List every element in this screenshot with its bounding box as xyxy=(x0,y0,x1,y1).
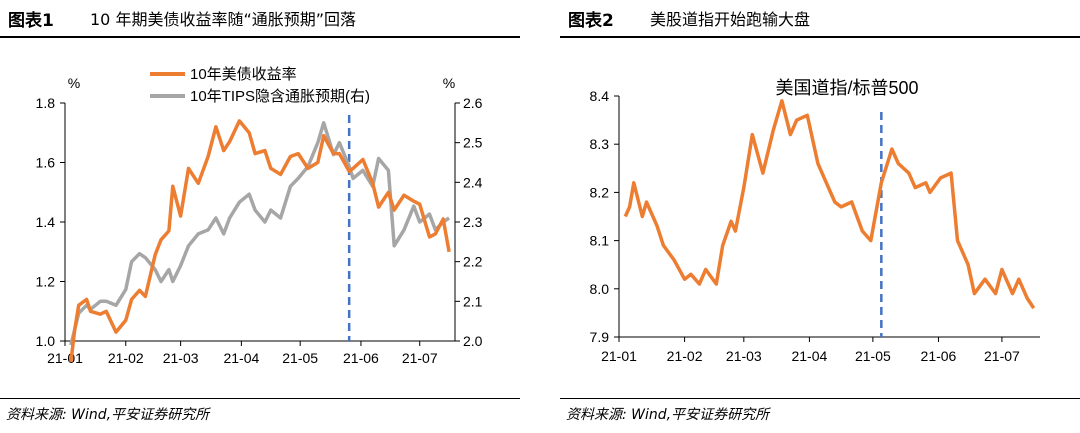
y-tick-label: 2.2 xyxy=(463,254,483,270)
y-tick-label: 8.0 xyxy=(590,281,610,297)
divider xyxy=(0,398,520,399)
x-tick-label: 21-02 xyxy=(108,350,144,366)
y-tick-label: 2.1 xyxy=(463,293,483,309)
chart-panel-left: 图表1 10 年期美债收益率随“通胀预期”回落 1.0 1.2 1.4 1.6 1.8 2… xyxy=(0,0,520,433)
x-tick-label: 21-06 xyxy=(343,350,379,366)
figure-title: 美股道指开始跑输大盘 xyxy=(650,10,811,29)
series-line-yield xyxy=(69,119,451,363)
figure-title-bar: 图表2 美股道指开始跑输大盘 xyxy=(560,0,1080,38)
y-tick-label: 8.1 xyxy=(590,233,610,249)
figure-title-bar: 图表1 10 年期美债收益率随“通胀预期”回落 xyxy=(0,0,520,38)
y-tick-label: 8.3 xyxy=(590,136,610,152)
series-line-inflation xyxy=(69,121,451,346)
y-tick-label: 8.2 xyxy=(590,184,610,200)
y-tick-label: 2.5 xyxy=(463,135,483,151)
dow-sp500-ratio-chart: 7.9 8.0 8.1 8.2 8.3 8.4 21-01 21-02 21-03 21-04 21… xyxy=(590,78,1040,364)
figure-title: 10 年期美债收益率随“通胀预期”回落 xyxy=(90,10,357,29)
y-tick-label: 1.4 xyxy=(36,214,56,230)
chart-annotation: 美国道指/标普500 xyxy=(775,78,918,98)
figure-label: 图表1 xyxy=(8,10,54,31)
divider xyxy=(560,398,1080,399)
y-tick-label: 7.9 xyxy=(590,329,610,345)
x-tick-label: 21-04 xyxy=(223,350,259,366)
x-tick-label: 21-05 xyxy=(855,348,891,364)
y-tick-label: 2.6 xyxy=(463,95,483,111)
x-tick-label: 21-07 xyxy=(402,350,438,366)
y-tick-label: 1.2 xyxy=(36,274,56,290)
y-unit-right: % xyxy=(443,75,455,91)
y-tick-label: 1.6 xyxy=(36,155,56,171)
x-tick-label: 21-01 xyxy=(47,350,83,366)
x-tick-label: 21-07 xyxy=(984,348,1020,364)
series-line-ratio xyxy=(623,99,1036,310)
x-tick-label: 21-06 xyxy=(921,348,957,364)
source-note: 资料来源: Wind,平安证券研究所 xyxy=(6,407,210,423)
y-tick-label: 1.8 xyxy=(36,95,56,111)
x-tick-label: 21-02 xyxy=(667,348,703,364)
y-unit-left: % xyxy=(68,75,80,91)
legend-label: 10年美债收益率 xyxy=(190,66,297,83)
yield-vs-inflation-chart: 1.0 1.2 1.4 1.6 1.8 2.0 2.1 2.2 2.3 2.4 2.5 2.6 21-0… xyxy=(36,66,483,366)
y-tick-label: 2.4 xyxy=(463,174,483,190)
chart-panel-right: 图表2 美股道指开始跑输大盘 7.9 8.0 8.1 8.2 8.3 8.4 21-01 21… xyxy=(560,0,1080,433)
source-note: 资料来源: Wind,平安证券研究所 xyxy=(566,407,770,423)
x-tick-label: 21-01 xyxy=(601,348,637,364)
x-tick-label: 21-04 xyxy=(791,348,827,364)
y-tick-label: 1.0 xyxy=(36,333,56,349)
x-tick-label: 21-03 xyxy=(163,350,199,366)
y-tick-label: 8.4 xyxy=(590,88,610,104)
y-tick-label: 2.0 xyxy=(463,333,483,349)
x-tick-label: 21-05 xyxy=(282,350,318,366)
x-tick-label: 21-03 xyxy=(726,348,762,364)
legend-label: 10年TIPS隐含通胀预期(右) xyxy=(190,88,370,105)
figure-label: 图表2 xyxy=(568,10,614,31)
y-tick-label: 2.3 xyxy=(463,214,483,230)
